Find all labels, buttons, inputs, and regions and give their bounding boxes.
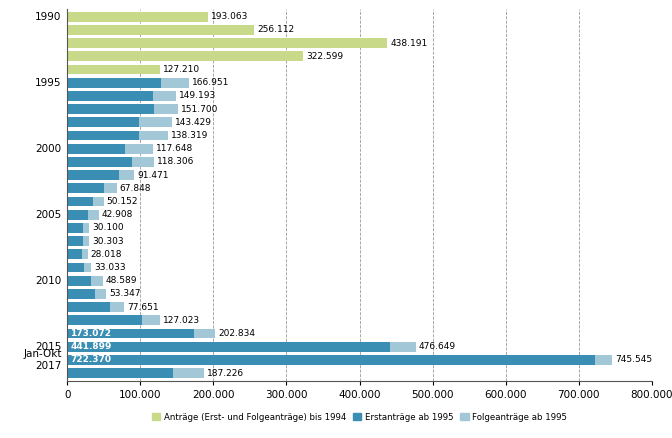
Text: 322.599: 322.599: [306, 52, 343, 61]
Text: 187.226: 187.226: [207, 369, 244, 378]
Bar: [91, 276, 103, 286]
Bar: [83, 223, 89, 233]
Bar: [139, 131, 168, 141]
Bar: [161, 78, 190, 88]
Bar: [67, 117, 139, 127]
Text: 118.306: 118.306: [157, 157, 194, 166]
Text: 138.319: 138.319: [171, 131, 208, 140]
Bar: [83, 262, 91, 272]
Bar: [173, 368, 204, 378]
Bar: [154, 104, 178, 114]
Bar: [132, 157, 154, 167]
Bar: [67, 236, 83, 246]
Text: 256.112: 256.112: [257, 25, 294, 35]
Bar: [67, 262, 83, 272]
Bar: [67, 249, 82, 259]
Bar: [67, 131, 139, 141]
Bar: [67, 170, 119, 180]
Text: 127.023: 127.023: [163, 316, 200, 325]
Bar: [67, 91, 153, 101]
Bar: [67, 38, 388, 48]
Bar: [67, 51, 303, 61]
Bar: [67, 289, 95, 299]
Bar: [104, 184, 117, 193]
Bar: [67, 368, 173, 378]
Bar: [153, 91, 176, 101]
Bar: [194, 328, 216, 339]
Bar: [67, 144, 124, 154]
Text: 745.545: 745.545: [615, 355, 652, 364]
Bar: [67, 328, 194, 339]
Text: 91.471: 91.471: [137, 171, 169, 180]
Text: 30.100: 30.100: [92, 223, 124, 233]
Bar: [67, 157, 132, 167]
Bar: [67, 276, 91, 286]
Text: 117.648: 117.648: [156, 144, 194, 153]
Bar: [67, 104, 154, 114]
Legend: Anträge (Erst- und Folgeanträge) bis 1994, Erstanträge ab 1995, Folgeanträge ab : Anträge (Erst- und Folgeanträge) bis 199…: [148, 409, 571, 425]
Bar: [139, 117, 172, 127]
Text: 476.649: 476.649: [419, 342, 456, 351]
Text: 193.063: 193.063: [211, 12, 249, 21]
Text: 33.033: 33.033: [94, 263, 126, 272]
Text: 149.193: 149.193: [179, 92, 216, 100]
Bar: [95, 289, 106, 299]
Bar: [82, 249, 87, 259]
Bar: [142, 315, 160, 325]
Bar: [93, 197, 104, 206]
Bar: [67, 223, 83, 233]
Bar: [67, 12, 208, 21]
Text: 30.303: 30.303: [92, 237, 124, 246]
Bar: [67, 25, 255, 35]
Bar: [88, 210, 99, 220]
Text: 127.210: 127.210: [163, 65, 200, 74]
Text: 173.072: 173.072: [70, 329, 111, 338]
Bar: [67, 64, 160, 74]
Text: 53.347: 53.347: [109, 290, 140, 298]
Bar: [83, 236, 89, 246]
Bar: [67, 197, 93, 206]
Text: 438.191: 438.191: [390, 39, 427, 48]
Text: 67.848: 67.848: [120, 184, 151, 193]
Bar: [67, 302, 110, 312]
Text: 722.370: 722.370: [70, 355, 111, 364]
Text: 50.152: 50.152: [107, 197, 138, 206]
Bar: [110, 302, 124, 312]
Bar: [67, 78, 161, 88]
Text: 48.589: 48.589: [106, 276, 137, 285]
Bar: [390, 342, 415, 352]
Text: 441.899: 441.899: [70, 342, 112, 351]
Text: 77.651: 77.651: [127, 303, 159, 311]
Bar: [595, 355, 612, 365]
Text: 202.834: 202.834: [218, 329, 255, 338]
Bar: [67, 315, 142, 325]
Bar: [67, 184, 104, 193]
Bar: [124, 144, 153, 154]
Bar: [67, 355, 595, 365]
Text: 42.908: 42.908: [101, 210, 133, 219]
Bar: [119, 170, 134, 180]
Bar: [67, 210, 88, 220]
Text: 166.951: 166.951: [192, 78, 230, 87]
Text: 151.700: 151.700: [181, 105, 218, 113]
Text: 143.429: 143.429: [175, 118, 212, 127]
Text: 28.018: 28.018: [91, 250, 122, 259]
Bar: [67, 342, 390, 352]
